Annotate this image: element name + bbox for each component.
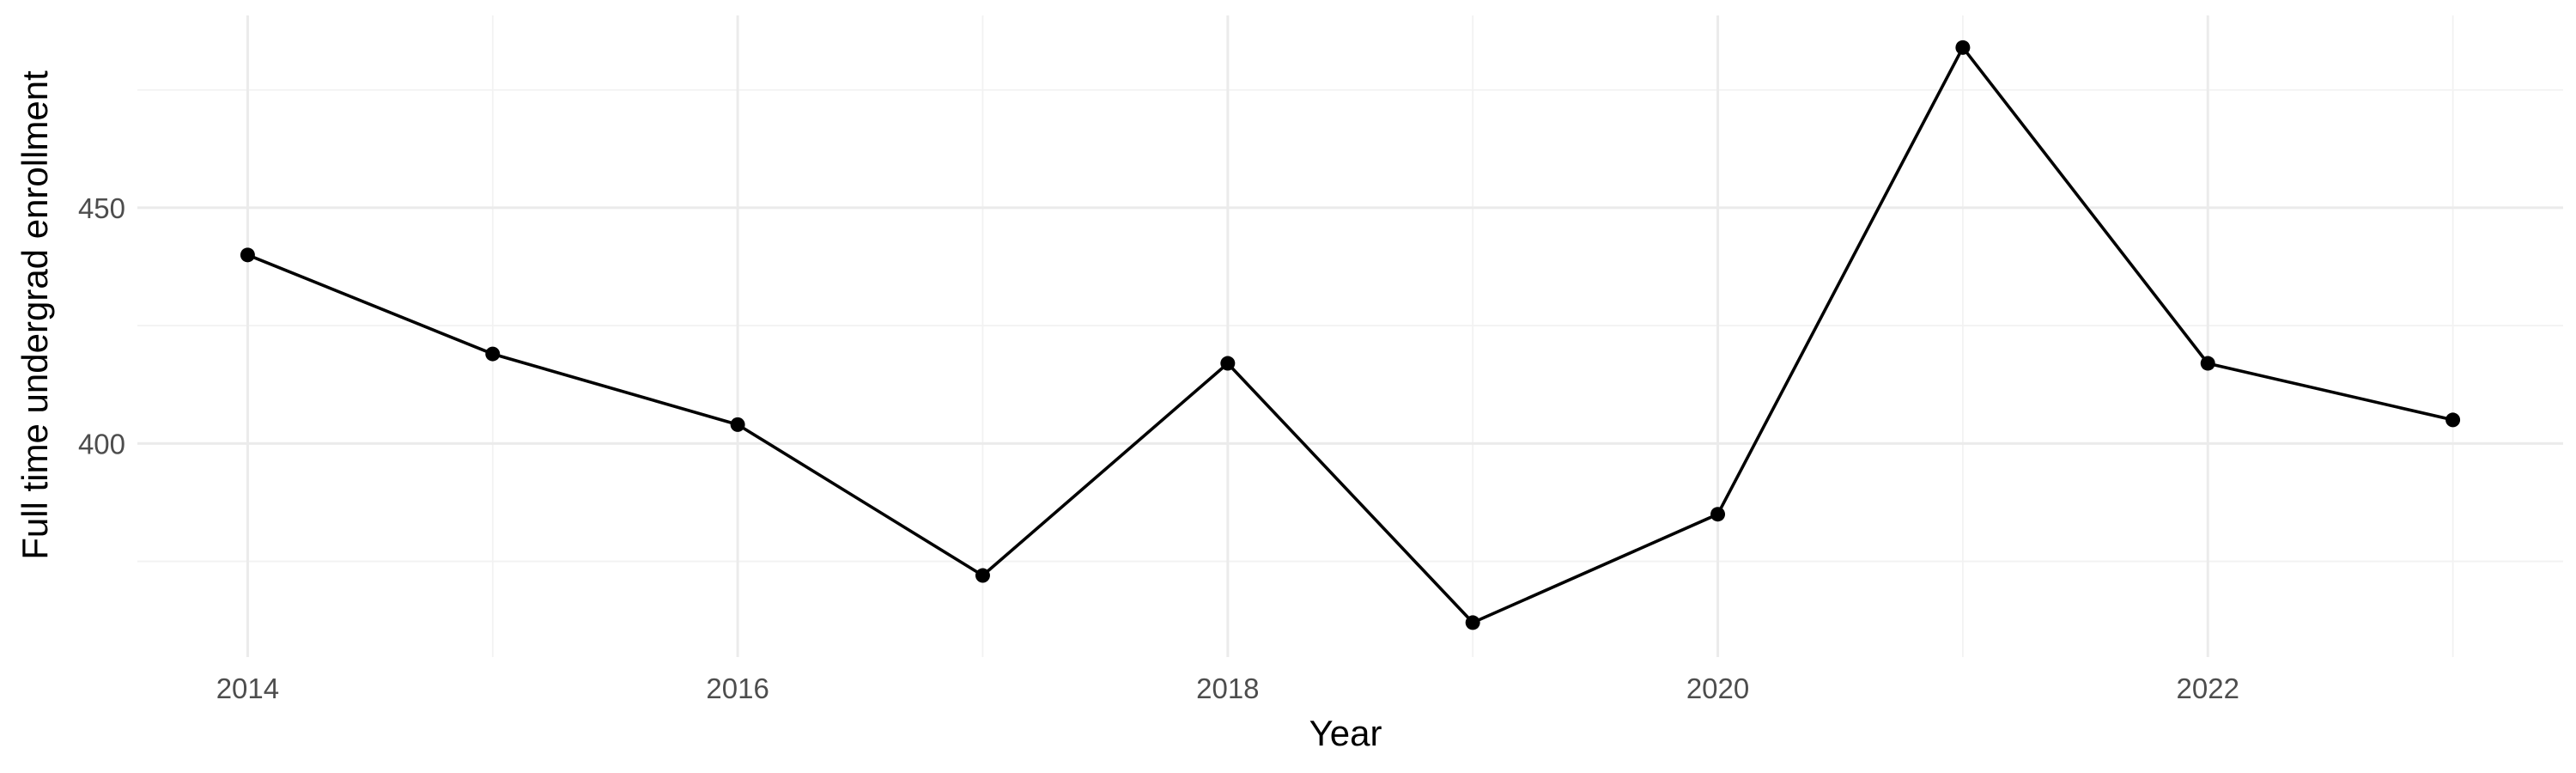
data-point xyxy=(1710,507,1726,522)
data-point xyxy=(975,568,990,583)
gridlines xyxy=(137,15,2563,657)
x-tick-label: 2022 xyxy=(2177,673,2239,704)
data-point xyxy=(485,346,501,362)
x-tick-label: 2014 xyxy=(216,673,279,704)
series-line xyxy=(246,46,2454,624)
series xyxy=(240,40,2461,630)
y-tick-label: 450 xyxy=(78,192,125,224)
x-axis-title: Year xyxy=(1309,713,1382,753)
y-axis-title: Full time undergrad enrollment xyxy=(15,70,55,560)
x-tick-label: 2016 xyxy=(706,673,769,704)
tick-labels: 2014 2016 2018 2020 2022 400 450 xyxy=(78,192,2239,704)
data-point xyxy=(240,247,255,263)
data-point xyxy=(1465,615,1480,630)
x-tick-label: 2018 xyxy=(1196,673,1259,704)
data-point xyxy=(730,417,745,432)
data-point xyxy=(2445,412,2461,428)
x-tick-label: 2020 xyxy=(1686,673,1749,704)
data-point xyxy=(2200,356,2215,371)
data-point xyxy=(1220,356,1236,371)
data-point xyxy=(1955,40,1971,55)
y-tick-label: 400 xyxy=(78,428,125,460)
